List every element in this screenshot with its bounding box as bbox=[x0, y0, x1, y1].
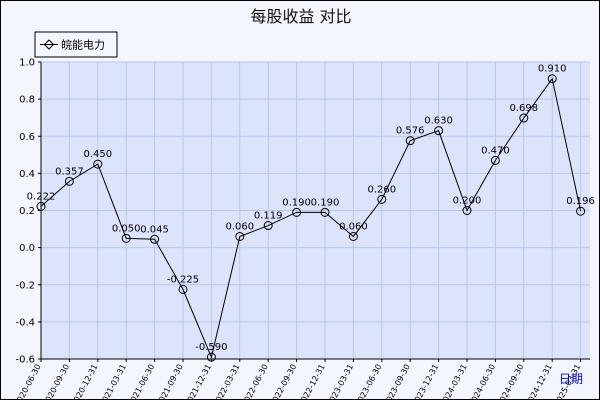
data-point bbox=[206, 352, 216, 362]
data-label: 0.190 bbox=[282, 197, 311, 208]
data-label: 0.190 bbox=[311, 197, 340, 208]
data-label: 0.470 bbox=[481, 145, 510, 156]
x-tick-label: 2021-09-30 bbox=[155, 363, 185, 399]
data-point bbox=[434, 126, 444, 136]
data-label: -0.590 bbox=[195, 342, 227, 353]
series-layer: 0.222 0.357 0.450 0.050 0.045 -0.225 -0.590 0.0… bbox=[27, 64, 595, 362]
data-point bbox=[93, 159, 103, 169]
data-label: 0.200 bbox=[453, 196, 482, 207]
data-label: 0.050 bbox=[112, 223, 141, 234]
x-tick-label: 2024-09-30 bbox=[496, 363, 526, 399]
y-tick-label: 0.0 bbox=[19, 243, 35, 254]
x-tick-label: 2022-12-31 bbox=[297, 363, 327, 399]
series-line bbox=[40, 77, 582, 359]
y-tick-label: 0.4 bbox=[19, 169, 35, 180]
data-point bbox=[462, 206, 472, 215]
x-tick-label: 2020-09-30 bbox=[41, 363, 71, 399]
y-tick-label: -0.4 bbox=[15, 317, 35, 328]
data-point bbox=[348, 231, 358, 241]
x-tick-label: 2022-09-30 bbox=[269, 363, 299, 399]
data-point bbox=[320, 207, 330, 217]
data-label: 0.222 bbox=[27, 191, 56, 202]
data-label: 0.357 bbox=[55, 166, 84, 177]
data-label: 0.576 bbox=[396, 126, 425, 137]
data-point bbox=[519, 113, 529, 123]
data-label: 0.698 bbox=[509, 103, 538, 114]
data-point bbox=[405, 136, 415, 146]
data-point bbox=[263, 221, 273, 231]
x-axis-ticks: 2020-06-302020-09-302020-12-312021-03-31… bbox=[13, 359, 582, 399]
legend-label: 皖能电力 bbox=[61, 38, 105, 52]
data-label: 0.196 bbox=[566, 196, 595, 207]
x-tick-label: 2021-06-30 bbox=[127, 363, 157, 399]
data-label: 0.450 bbox=[83, 149, 112, 160]
data-label: 0.119 bbox=[254, 211, 283, 222]
data-point bbox=[150, 234, 160, 244]
x-tick-label: 2023-12-31 bbox=[411, 363, 441, 399]
data-label: -0.225 bbox=[167, 274, 199, 285]
x-tick-label: 2024-12-31 bbox=[524, 363, 554, 399]
data-label: 0.060 bbox=[339, 221, 368, 232]
x-tick-label: 2021-03-31 bbox=[98, 363, 128, 399]
data-point bbox=[64, 176, 74, 186]
x-tick-label: 2024-06-30 bbox=[467, 363, 497, 399]
data-point bbox=[121, 233, 131, 243]
x-tick-label: 2023-03-31 bbox=[325, 363, 355, 399]
data-point bbox=[235, 231, 245, 241]
x-tick-label: 2023-06-30 bbox=[354, 363, 384, 399]
x-tick-label: 2022-06-30 bbox=[240, 363, 270, 399]
x-tick-label: 2024-03-31 bbox=[439, 363, 469, 399]
y-tick-label: 0.8 bbox=[19, 95, 35, 106]
x-tick-label: 2020-06-30 bbox=[13, 363, 43, 399]
data-label: 0.630 bbox=[424, 116, 453, 127]
x-tick-label: 2022-03-31 bbox=[212, 363, 242, 399]
y-tick-label: -0.6 bbox=[15, 355, 35, 366]
data-label: 0.260 bbox=[367, 184, 396, 195]
data-point bbox=[36, 201, 46, 211]
data-point bbox=[490, 155, 500, 165]
y-tick-label: 1.0 bbox=[19, 58, 35, 69]
data-point bbox=[576, 206, 586, 216]
chart-title: 每股收益 对比 bbox=[250, 7, 351, 26]
x-axis-label: 日期 bbox=[559, 372, 583, 386]
data-point bbox=[377, 194, 387, 204]
legend-diamond-icon bbox=[43, 39, 55, 50]
x-tick-label: 2020-12-31 bbox=[70, 363, 100, 399]
data-label: 0.910 bbox=[538, 64, 567, 75]
data-point bbox=[292, 207, 302, 217]
y-axis-ticks: -0.6 -0.4 -0.2 0.0 0.2 0.4 0.6 0.8 1.0 bbox=[15, 58, 41, 366]
x-tick-label: 2023-09-30 bbox=[382, 363, 412, 399]
legend: 皖能电力 bbox=[34, 31, 118, 58]
y-tick-label: -0.2 bbox=[15, 280, 35, 291]
data-label: 0.060 bbox=[225, 221, 254, 232]
x-tick-label: 2021-12-31 bbox=[183, 363, 213, 399]
y-tick-label: 0.2 bbox=[19, 206, 35, 217]
data-point bbox=[547, 74, 557, 84]
data-label: 0.045 bbox=[140, 224, 169, 235]
y-tick-label: 0.6 bbox=[19, 132, 35, 143]
data-point bbox=[178, 284, 188, 294]
